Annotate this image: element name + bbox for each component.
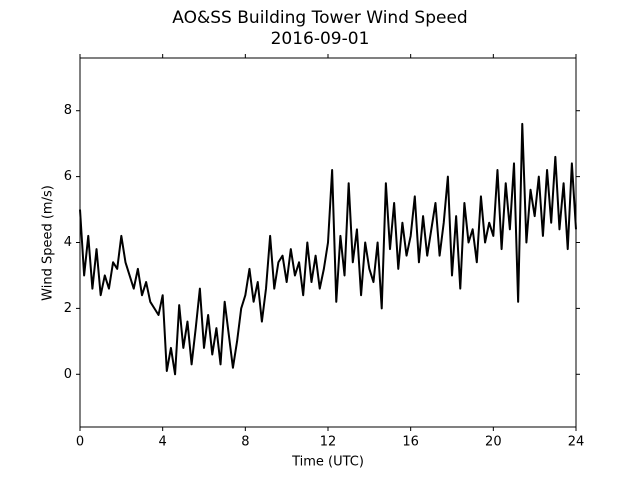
chart-subtitle: 2016-09-01 — [271, 29, 370, 49]
data-line — [79, 122, 577, 376]
x-tick-label: 16 — [402, 435, 419, 450]
y-tick-label: 4 — [64, 235, 72, 250]
y-axis-label: Wind Speed (m/s) — [41, 185, 56, 301]
x-tick-label: 24 — [568, 435, 585, 450]
y-tick-label: 2 — [64, 301, 72, 316]
x-tick-label: 12 — [320, 435, 337, 450]
y-tick-label: 0 — [64, 367, 72, 382]
chart-title: AO&SS Building Tower Wind Speed — [172, 8, 467, 28]
x-tick-label: 4 — [159, 435, 167, 450]
plot-frame — [79, 57, 577, 428]
x-tick-label: 0 — [76, 435, 84, 450]
x-tick-label: 8 — [241, 435, 249, 450]
y-tick-label: 8 — [64, 103, 72, 118]
x-axis-label: Time (UTC) — [291, 455, 364, 470]
x-tick-label: 20 — [485, 435, 502, 450]
y-tick-label: 6 — [64, 169, 72, 184]
